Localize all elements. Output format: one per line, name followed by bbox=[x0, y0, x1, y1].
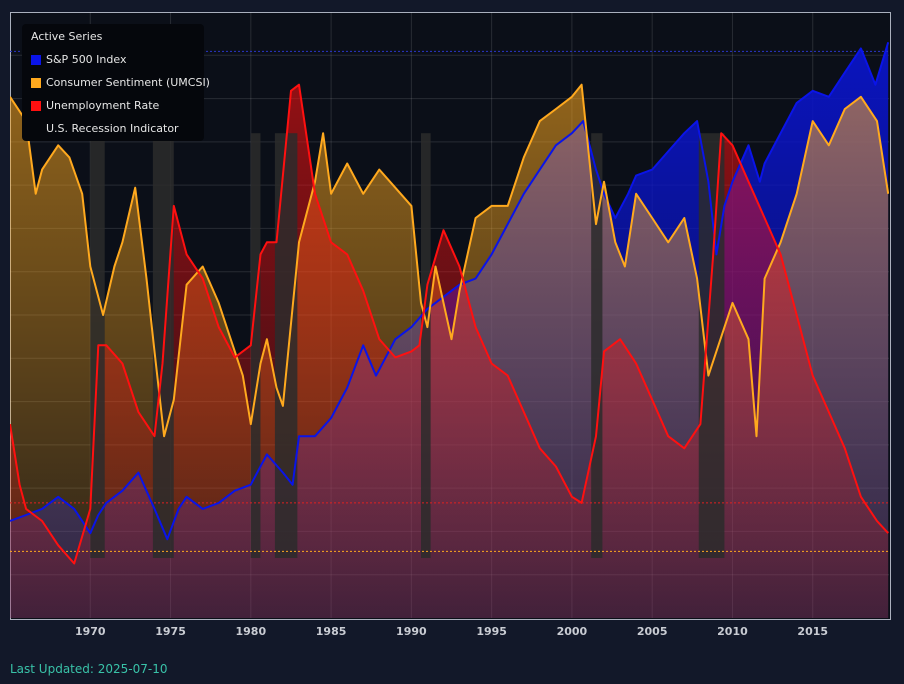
recession-band bbox=[421, 133, 431, 558]
x-tick-label: 1970 bbox=[74, 625, 106, 638]
legend: Active Series S&P 500 Index Consumer Sen… bbox=[22, 24, 210, 141]
sp500-line bbox=[10, 42, 889, 541]
legend-label: Consumer Sentiment (UMCSI) bbox=[46, 76, 210, 89]
legend-label: S&P 500 Index bbox=[46, 53, 127, 66]
x-tick-label: 1995 bbox=[476, 625, 507, 638]
x-tick-label: 1975 bbox=[155, 625, 186, 638]
unemployment-line bbox=[10, 83, 889, 565]
unemployment-swatch bbox=[31, 101, 41, 111]
legend-label: U.S. Recession Indicator bbox=[46, 122, 179, 135]
x-tick-label: 2015 bbox=[797, 625, 829, 638]
sp500-swatch bbox=[31, 55, 41, 65]
x-tick-label: 2000 bbox=[556, 625, 588, 638]
series-lines bbox=[10, 42, 889, 565]
x-tick-label: 2005 bbox=[636, 625, 668, 638]
recession-band bbox=[698, 133, 725, 558]
legend-title: Active Series bbox=[31, 30, 103, 43]
recession-band bbox=[250, 133, 261, 558]
reference-lines bbox=[10, 50, 889, 552]
legend-label: Unemployment Rate bbox=[46, 99, 160, 112]
recession-band bbox=[274, 133, 298, 558]
unemployment-area bbox=[10, 84, 889, 618]
sentiment-swatch bbox=[31, 78, 41, 88]
recession-swatch bbox=[31, 124, 41, 134]
last-updated: Last Updated: 2025-07-10 bbox=[10, 662, 168, 676]
recession-band bbox=[591, 133, 603, 558]
x-tick-label: 1985 bbox=[315, 625, 347, 638]
x-tick-label: 1980 bbox=[235, 625, 267, 638]
chart-canvas bbox=[10, 12, 889, 618]
x-tick-label: 2010 bbox=[717, 625, 748, 638]
x-tick-label: 1990 bbox=[396, 625, 427, 638]
